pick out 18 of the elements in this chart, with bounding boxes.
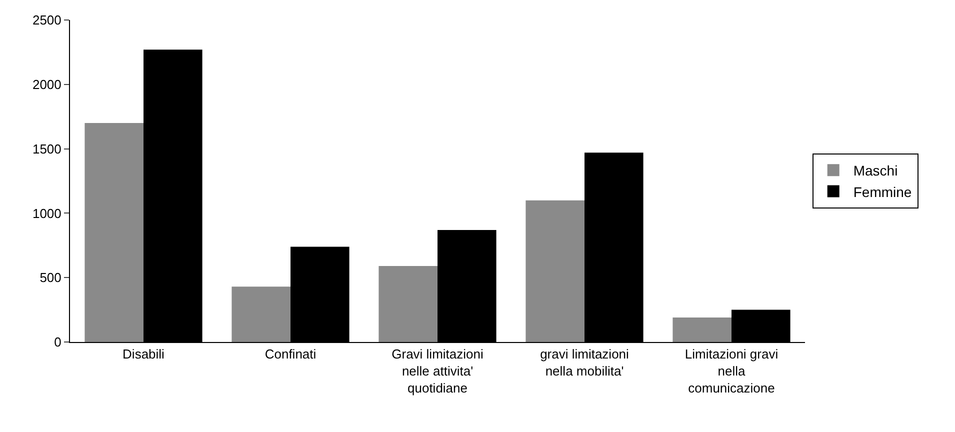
x-tick-label: Limitazioni gravi nella comunicazione bbox=[684, 346, 778, 396]
x-tick-label: Disabili bbox=[122, 346, 165, 362]
y-tick-label: 1500 bbox=[32, 141, 62, 156]
x-tick-label: Confinati bbox=[264, 346, 316, 362]
bar bbox=[672, 318, 732, 342]
bar bbox=[378, 266, 438, 342]
y-tick-label: 500 bbox=[40, 270, 62, 286]
legend-label: Maschi bbox=[853, 162, 898, 179]
y-tick-label: 2000 bbox=[32, 76, 62, 92]
bar bbox=[84, 123, 144, 342]
y-tick-label: 2500 bbox=[32, 12, 62, 28]
bar bbox=[526, 200, 584, 342]
x-tick-label: gravi limitazioni nella mobilita' bbox=[540, 346, 630, 378]
y-tick-label: 0 bbox=[54, 334, 62, 350]
y-tick-label: 1000 bbox=[32, 206, 62, 221]
bar bbox=[232, 286, 290, 342]
legend-label: Femmine bbox=[853, 184, 912, 200]
x-tick-label: Gravi limitazioni nelle attivita' quotidiane bbox=[392, 346, 484, 396]
